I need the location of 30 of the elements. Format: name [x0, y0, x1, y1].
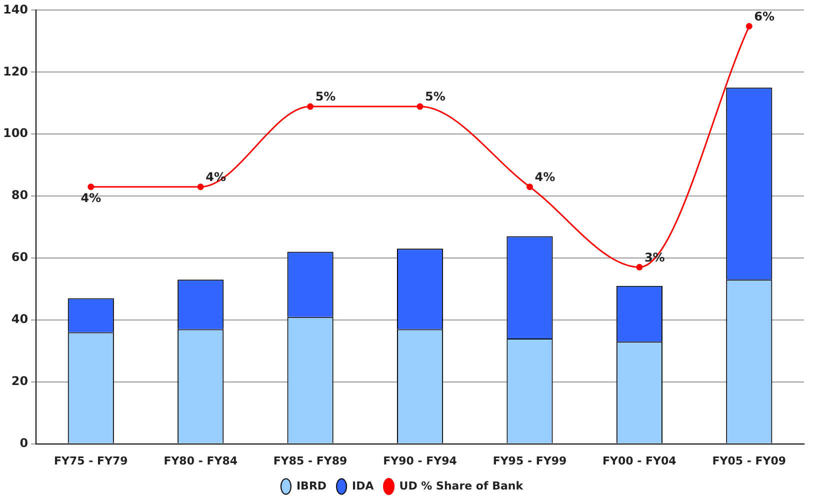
x-tick-label: FY95 - FY99: [492, 454, 567, 468]
point: [636, 264, 643, 270]
y-tick-label: 80: [11, 188, 28, 202]
point: [197, 184, 204, 190]
x-tick-label: FY80 - FY84: [164, 454, 238, 468]
y-tick-label: 40: [11, 312, 28, 326]
x-tick-label: FY00 - FY04: [602, 454, 677, 468]
point: [307, 103, 314, 110]
y-tick-label: 20: [11, 374, 28, 388]
point: [746, 23, 752, 30]
x-tick-label: FY90 - FY94: [383, 454, 458, 468]
point: [526, 184, 533, 190]
data-label: 5%: [315, 90, 336, 104]
y-tick-label: 0: [20, 436, 28, 450]
y-tick-label: 140: [2, 2, 28, 16]
x-tick-label: FY85 - FY89: [273, 454, 348, 468]
data-label: 6%: [754, 9, 775, 24]
data-label: 4%: [534, 170, 556, 184]
point: [416, 103, 424, 110]
y-tick-label: 100: [2, 126, 28, 140]
y-tick-label: 120: [2, 64, 28, 78]
x-tick-label: FY05 - FY09: [712, 454, 786, 468]
legend-label: IDA: [352, 479, 374, 492]
data-label: 4%: [80, 190, 102, 205]
x-tick-label: FY75 - FY79: [54, 454, 128, 468]
legend-label: UD % Share of Bank: [399, 479, 524, 492]
legend-label: IBRD: [296, 479, 327, 492]
point: [88, 184, 94, 190]
data-label: 5%: [425, 90, 446, 104]
y-tick-label: 60: [11, 250, 28, 264]
